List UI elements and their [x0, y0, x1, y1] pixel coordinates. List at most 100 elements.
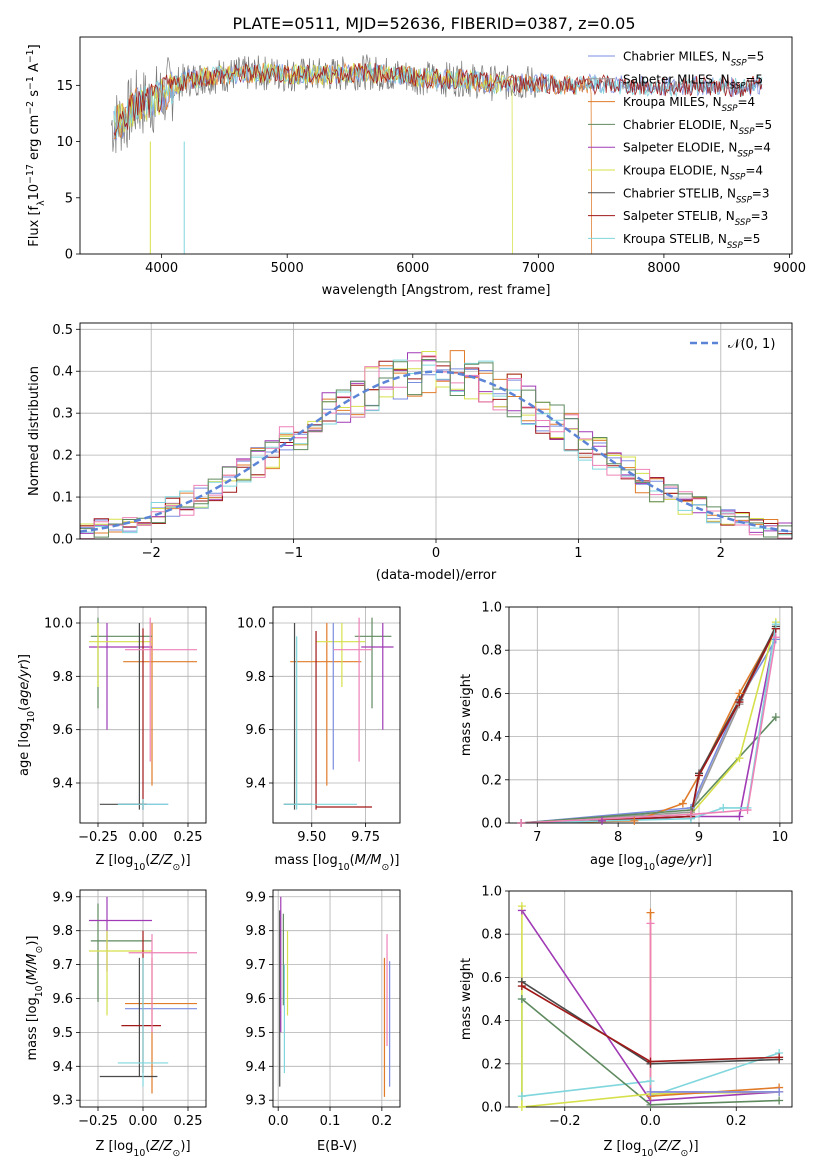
x-tick-label: −0.25 — [78, 1114, 118, 1129]
y-tick-label: 9.3 — [245, 1094, 266, 1109]
x-tick-label: 10 — [772, 830, 789, 845]
x-tick-label: 0.1 — [320, 1114, 341, 1129]
series-marker — [771, 713, 780, 722]
series-line — [521, 628, 777, 823]
y-tick-label: 0.4 — [481, 1014, 502, 1029]
y-tick-label: 9.4 — [245, 1060, 266, 1075]
y-axis-label: Normed distribution — [27, 366, 42, 496]
x-tick-label: 2 — [717, 546, 725, 561]
axes-frame — [272, 606, 401, 824]
y-axis-label: Flux [fλ10−17 erg cm−2 s−1 A−1] — [25, 44, 47, 246]
series-marker — [646, 1077, 655, 1086]
plot-area — [279, 896, 391, 1097]
x-tick-label: 0.2 — [726, 1114, 747, 1129]
y-tick-label: 10.0 — [237, 617, 266, 632]
y-tick-label: 0.6 — [481, 971, 502, 986]
plot-area — [89, 617, 197, 810]
x-tick-label: 9 — [695, 830, 703, 845]
series-marker — [719, 803, 728, 812]
y-tick-label: 0.2 — [52, 449, 73, 464]
series-marker — [517, 819, 526, 827]
y-tick-label: 0.8 — [481, 644, 502, 659]
axes-frame — [79, 36, 793, 255]
y-tick-label: 15 — [56, 79, 73, 94]
panel-mass_vs_Z: −0.25 0.00 0.25 9.3 9.4 9.5 9.6 9.7 9.8 9.9 Z [log… — [25, 889, 207, 1159]
axes-frame — [272, 889, 401, 1108]
legend-label: Salpeter STELIB, NSSP=3 — [623, 209, 768, 228]
y-tick-label: 0.2 — [481, 773, 502, 788]
x-tick-label: 9.50 — [297, 830, 326, 845]
spectrum-model-line — [113, 62, 513, 254]
axes-frame — [79, 606, 207, 824]
series-line — [521, 624, 777, 823]
y-axis-label: age [log10(age/yr)] — [17, 654, 37, 776]
y-tick-label: 10 — [56, 135, 73, 150]
x-tick-label: 0.00 — [129, 830, 158, 845]
series-line — [521, 628, 777, 823]
x-tick-label: 8000 — [647, 261, 680, 276]
series-marker — [743, 806, 752, 815]
series-marker — [686, 810, 695, 819]
series-marker — [775, 1053, 784, 1062]
y-tick-label: 1.0 — [481, 885, 502, 900]
x-tick-label: 7000 — [522, 261, 555, 276]
x-tick-label: 1 — [574, 546, 582, 561]
series-line — [649, 912, 780, 1098]
series-line — [521, 637, 777, 823]
y-axis-label: mass [log10(M/M⊙)] — [25, 936, 45, 1061]
y-tick-label: 1.0 — [481, 601, 502, 616]
y-tick-label: 10.0 — [44, 617, 73, 632]
spectrum-model-line — [113, 62, 763, 139]
x-tick-label: 0.00 — [129, 1114, 158, 1129]
y-tick-label: 0.5 — [52, 323, 73, 338]
y-tick-label: 9.7 — [52, 958, 73, 973]
legend-label: Salpeter ELODIE, NSSP=4 — [623, 141, 771, 160]
plot-area — [80, 350, 792, 539]
series-marker — [646, 1087, 655, 1096]
spectrum-model-line — [113, 62, 763, 141]
x-axis-label: (data-model)/error — [376, 568, 497, 583]
legend-label: Chabrier MILES, NSSP=5 — [623, 50, 764, 69]
x-axis-label: E(B-V) — [317, 1139, 357, 1154]
series-marker — [695, 771, 704, 780]
series-marker — [597, 816, 606, 825]
x-axis-label: Z [log10(Z/Z⊙)] — [95, 1139, 190, 1159]
x-tick-label: 9000 — [773, 261, 806, 276]
x-tick-label: 6000 — [396, 261, 429, 276]
y-tick-label: 0.0 — [481, 1101, 502, 1116]
y-tick-label: 0.4 — [481, 730, 502, 745]
legend-label: Salpeter MILES, NSSP=5 — [623, 72, 763, 91]
x-tick-label: 0.0 — [640, 1114, 661, 1129]
panel-spectrum: 4000 5000 6000 7000 8000 9000 0 5 10 15 wavelength… — [25, 36, 806, 298]
histogram-step — [80, 355, 792, 539]
series-marker — [517, 995, 526, 1003]
legend-label: Chabrier STELIB, NSSP=3 — [623, 186, 770, 205]
y-axis-label: mass weight — [459, 674, 474, 756]
x-axis-label: age [log10(age/yr)] — [590, 853, 712, 873]
series-marker — [646, 908, 655, 917]
y-tick-label: 0.2 — [481, 1057, 502, 1072]
axes-frame — [79, 889, 207, 1108]
y-tick-label: 9.4 — [52, 1060, 73, 1075]
x-tick-label: 0.2 — [372, 1114, 393, 1129]
y-tick-label: 9.6 — [245, 723, 266, 738]
legend-label: Kroupa ELODIE, NSSP=4 — [623, 164, 763, 183]
series-marker — [517, 982, 526, 991]
normal-curve — [80, 370, 792, 533]
panel-age_vs_mass: 9.50 9.75 9.4 9.6 9.8 10.0 mass [log10(M/M⊙)] — [237, 606, 401, 873]
series-marker — [735, 754, 744, 763]
y-tick-label: 0.6 — [481, 687, 502, 702]
x-tick-label: 0.25 — [174, 830, 203, 845]
y-tick-label: 0.4 — [52, 365, 73, 380]
y-tick-label: 0.8 — [481, 928, 502, 943]
plot-area — [89, 896, 197, 1094]
y-tick-label: 9.6 — [52, 992, 73, 1007]
series-line — [521, 621, 777, 823]
series-marker — [735, 812, 744, 821]
x-tick-label: 5000 — [271, 261, 304, 276]
plot-area — [521, 621, 777, 823]
series-marker — [517, 1092, 526, 1101]
panel-age_vs_Z: −0.25 0.00 0.25 9.4 9.6 9.8 10.0 Z [log10(Z/Z⊙)… — [17, 606, 207, 873]
legend-label: Kroupa MILES, NSSP=4 — [623, 95, 755, 114]
